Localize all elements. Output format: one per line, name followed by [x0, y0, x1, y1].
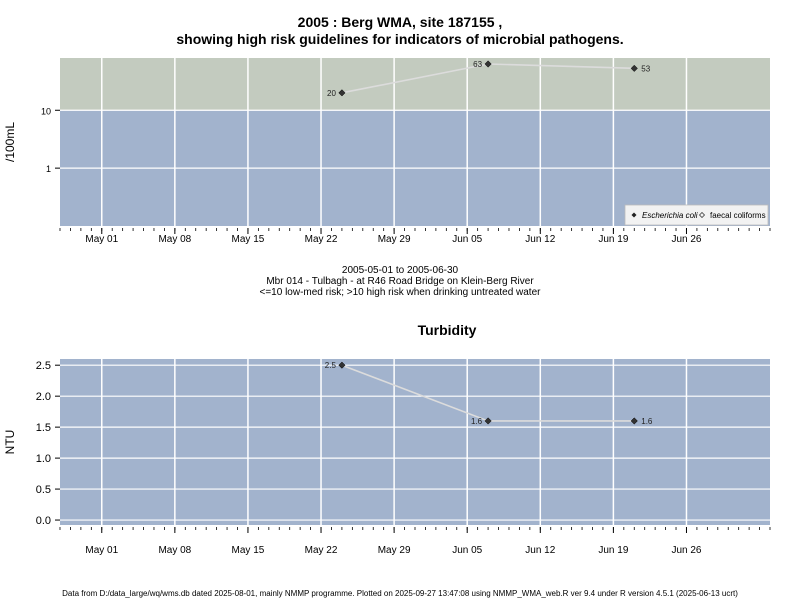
legend-box: [624, 204, 769, 226]
y-tick-label: 10: [41, 106, 51, 116]
data-label: 1.6: [641, 417, 653, 426]
data-point-marker: [630, 417, 638, 425]
legend-ecoli-marker: [631, 212, 637, 218]
y-tick-label: 0.5: [36, 484, 51, 496]
data-label: 53: [641, 64, 650, 73]
data-label: 1.6: [471, 417, 483, 426]
chart-title-line1: 2005 : Berg WMA, site 187155 ,: [297, 14, 503, 30]
panel-title: Turbidity: [418, 322, 477, 338]
data-label: 63: [473, 60, 482, 69]
ecoli-chart: May 01 May 08 May 15 May 22 May 29 Jun 05 Jun …: [3, 58, 771, 245]
y-tick-label: 2.0: [36, 391, 51, 403]
x-tick-label: Jun 12: [525, 545, 555, 556]
y-tick-label: 1.5: [36, 422, 51, 434]
x-tick-label: May 08: [158, 234, 191, 245]
x-tick-label: May 15: [232, 234, 265, 245]
high-risk-band: [60, 58, 770, 111]
x-tick-label: May 29: [378, 234, 411, 245]
legend-faecal-label: faecal coliforms: [710, 211, 766, 220]
footer-note: Data from D:/data_large/wq/wms.db dated …: [62, 589, 738, 598]
plot-background: [60, 359, 770, 525]
data-point-marker: [338, 89, 346, 97]
x-tick-label: Jun 19: [598, 234, 628, 245]
x-tick-label: May 22: [305, 234, 338, 245]
legend-ecoli-label: Escherichia coli: [642, 211, 698, 220]
y-tick-label: 2.5: [36, 360, 51, 372]
x-tick-label: Jun 05: [452, 545, 482, 556]
data-point-marker: [630, 64, 638, 72]
y-axis-label: /100mL: [3, 122, 17, 162]
date-range-text: 2005-05-01 to 2005-06-30: [341, 265, 459, 276]
x-tick-label: Jun 26: [671, 545, 701, 556]
y-tick-label: 1.0: [36, 453, 51, 465]
guideline-text: <=10 low-med risk; >10 high risk when dr…: [259, 287, 541, 298]
data-label: 2.5: [325, 361, 337, 370]
site-description: Mbr 014 - Tulbagh - at R46 Road Bridge o…: [266, 276, 534, 287]
chart-title-line2: showing high risk guidelines for indicat…: [176, 31, 624, 47]
legend-faecal-marker: [699, 212, 705, 218]
data-point-marker: [484, 60, 492, 68]
x-tick-label: May 22: [305, 545, 338, 556]
y-axis-label: NTU: [3, 430, 17, 455]
x-tick-label: Jun 26: [671, 234, 701, 245]
data-point-marker: [338, 361, 346, 369]
x-tick-label: May 08: [158, 545, 191, 556]
x-tick-label: Jun 19: [598, 545, 628, 556]
y-tick-label: 1: [46, 164, 51, 174]
data-point-marker: [484, 417, 492, 425]
x-tick-label: Jun 12: [525, 234, 555, 245]
y-tick-label: 0.0: [36, 515, 51, 527]
x-tick-label: May 01: [85, 545, 118, 556]
x-tick-label: Jun 05: [452, 234, 482, 245]
data-label: 20: [327, 89, 336, 98]
x-tick-label: May 29: [378, 545, 411, 556]
turbidity-chart: May 01 May 08 May 15 May 22 May 29 Jun 05 Jun …: [3, 322, 771, 556]
x-tick-label: May 01: [85, 234, 118, 245]
x-tick-label: May 15: [232, 545, 265, 556]
